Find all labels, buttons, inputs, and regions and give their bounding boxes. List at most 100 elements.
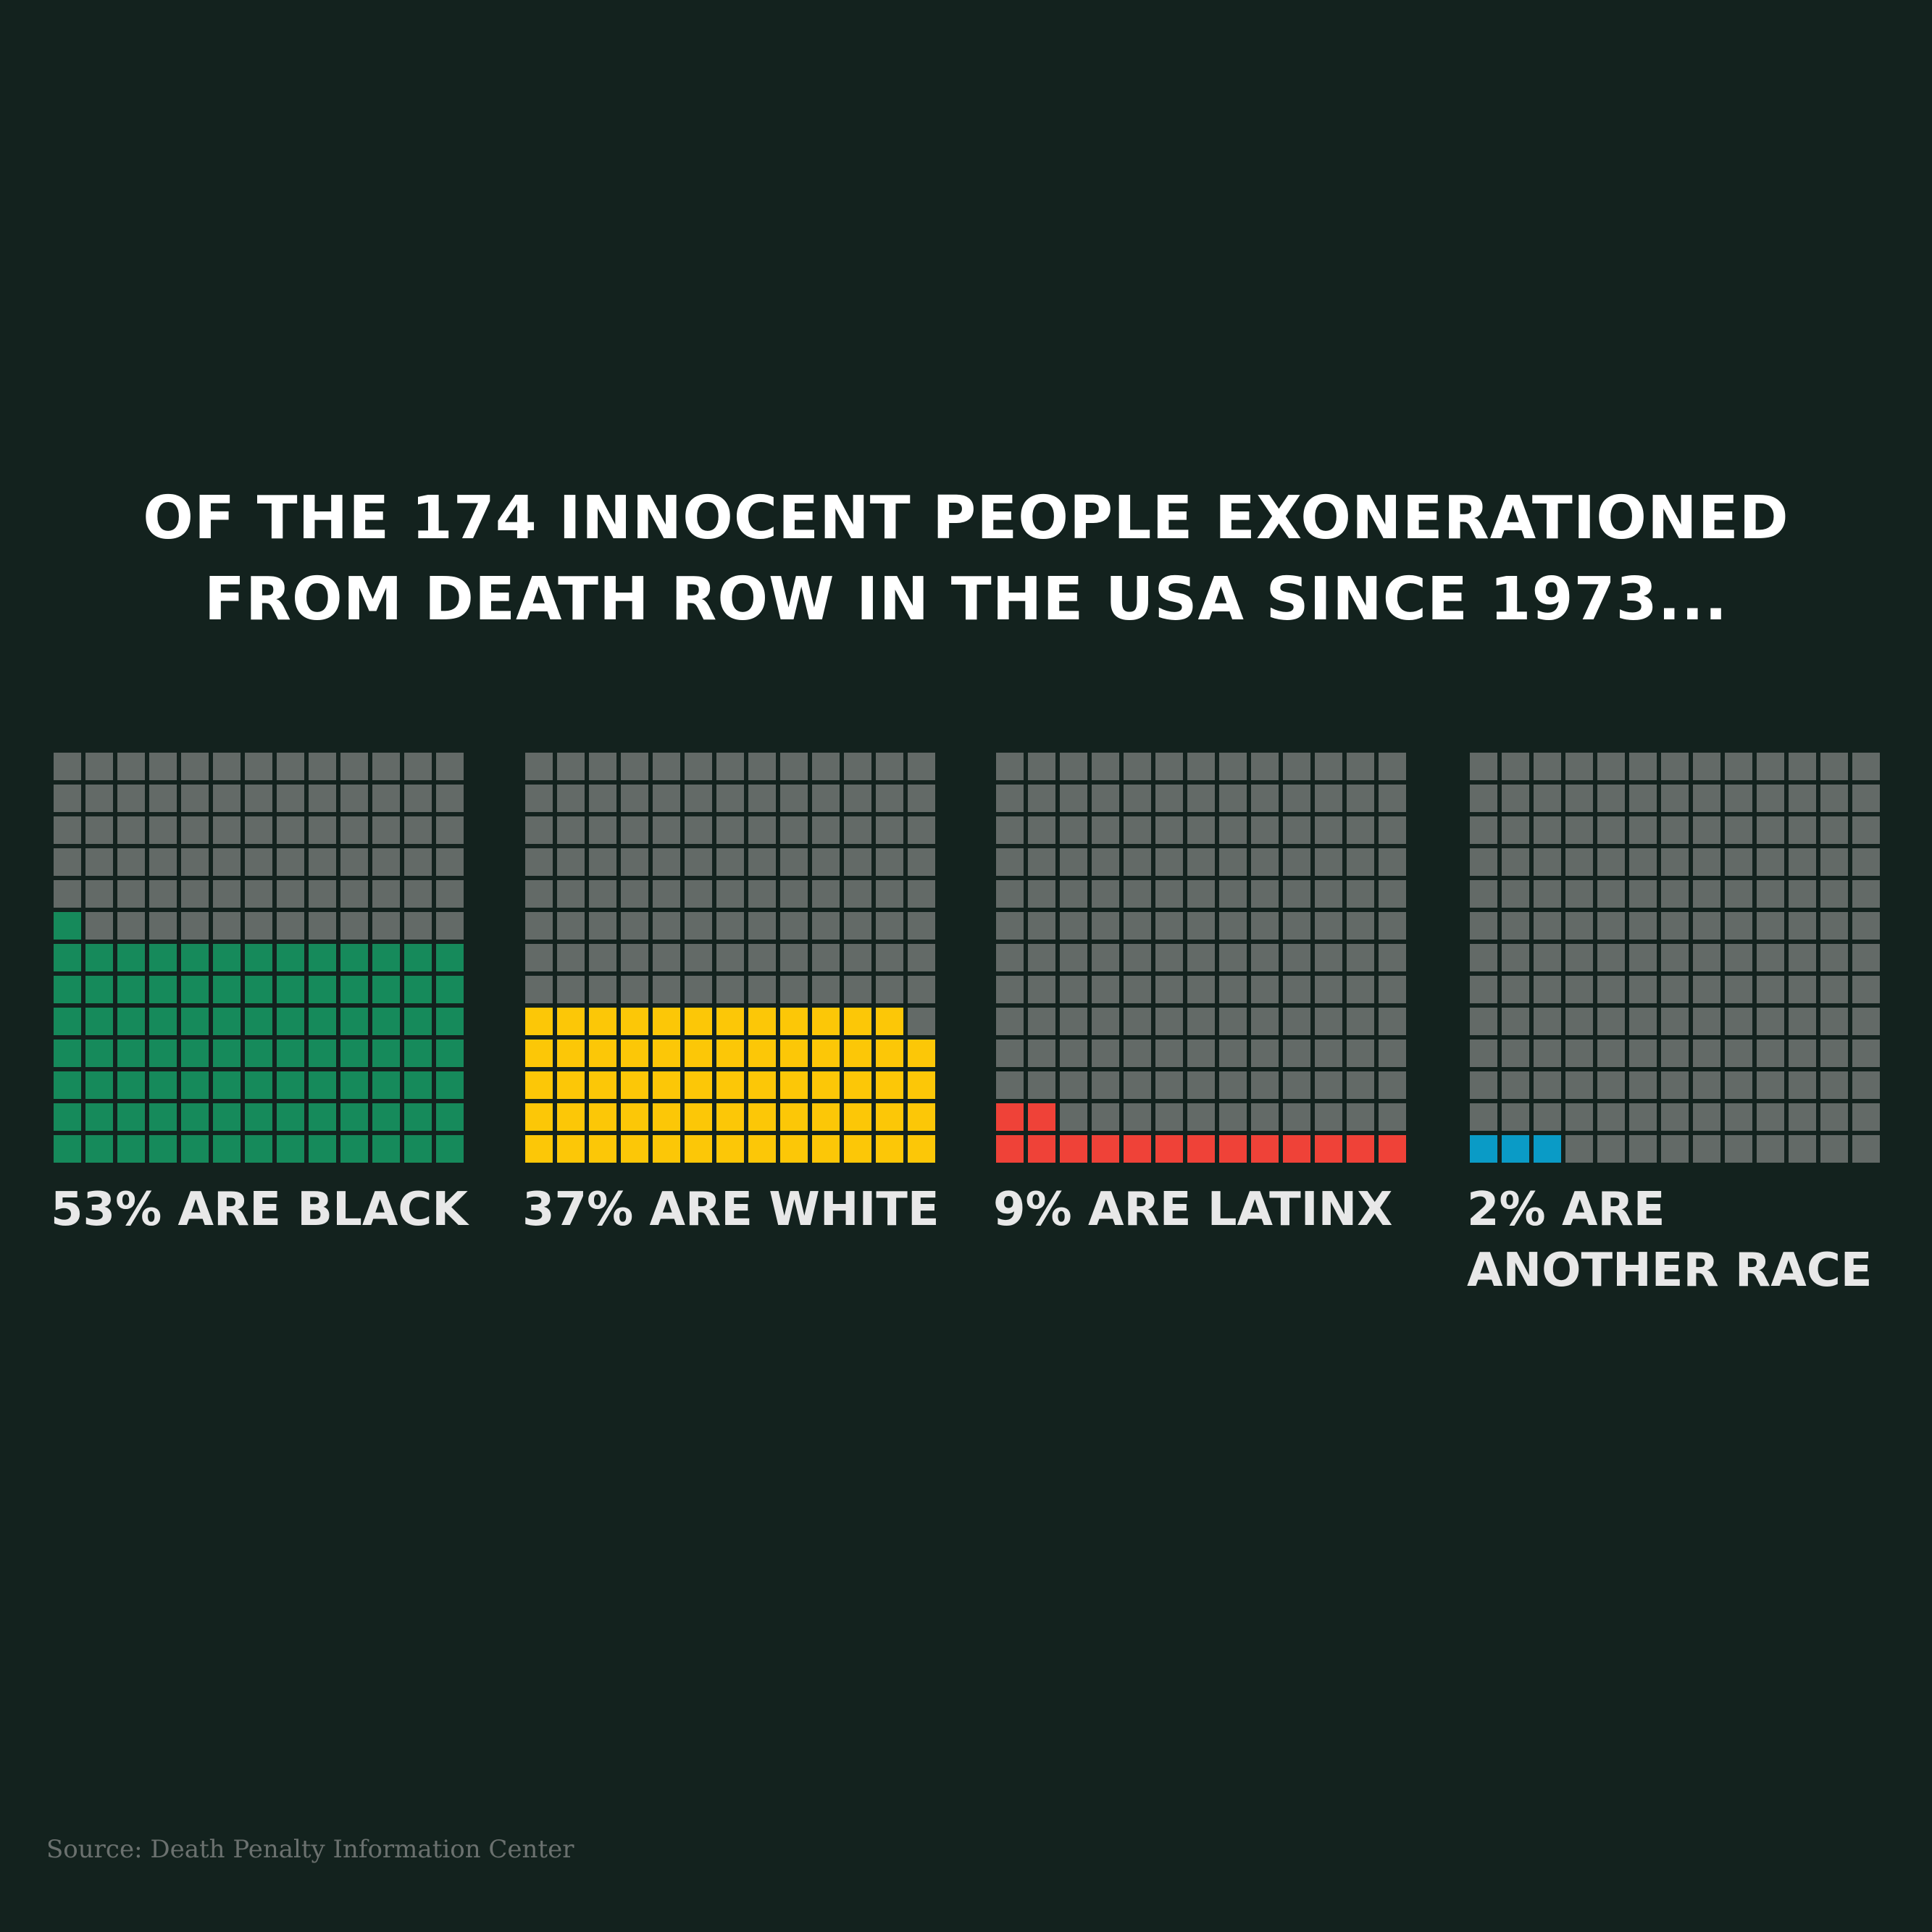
waffle-square-empty bbox=[1347, 848, 1374, 876]
waffle-square-empty bbox=[525, 912, 553, 940]
waffle-square-empty bbox=[1315, 1008, 1342, 1035]
waffle-square-empty bbox=[996, 848, 1024, 876]
waffle-square-empty bbox=[1470, 848, 1497, 876]
waffle-square-empty bbox=[1629, 816, 1657, 844]
waffle-square-filled bbox=[436, 1040, 464, 1067]
waffle-square-empty bbox=[1028, 785, 1055, 812]
waffle-square-empty bbox=[1629, 1008, 1657, 1035]
waffle-square-empty bbox=[1661, 1071, 1689, 1099]
waffle-square-empty bbox=[621, 753, 648, 780]
waffle-square-filled bbox=[1124, 1135, 1151, 1163]
waffle-square-empty bbox=[1470, 753, 1497, 780]
waffle-square-empty bbox=[1470, 1103, 1497, 1131]
waffle-square-empty bbox=[340, 880, 368, 908]
waffle-square-filled bbox=[436, 1008, 464, 1035]
waffle-square-empty bbox=[1219, 1008, 1247, 1035]
waffle-square-empty bbox=[181, 880, 209, 908]
waffle-square-empty bbox=[1124, 1071, 1151, 1099]
waffle-square-empty bbox=[685, 848, 712, 876]
waffle-square-empty bbox=[1379, 816, 1406, 844]
waffle-square-filled bbox=[685, 1008, 712, 1035]
waffle-square-empty bbox=[1315, 1071, 1342, 1099]
waffle-square-empty bbox=[1565, 1103, 1593, 1131]
waffle-square-filled bbox=[149, 1071, 177, 1099]
waffle-square-empty bbox=[1187, 1103, 1215, 1131]
waffle-square-empty bbox=[589, 816, 616, 844]
waffle-square-empty bbox=[780, 785, 808, 812]
waffle-square-empty bbox=[716, 976, 744, 1003]
waffle-square-empty bbox=[1757, 753, 1784, 780]
waffle-square-filled bbox=[1219, 1135, 1247, 1163]
waffle-square-empty bbox=[844, 944, 871, 971]
waffle-square-filled bbox=[181, 1071, 209, 1099]
waffle-square-filled bbox=[85, 1040, 113, 1067]
waffle-square-empty bbox=[1470, 1040, 1497, 1067]
waffle-square-empty bbox=[181, 753, 209, 780]
waffle-square-empty bbox=[653, 785, 680, 812]
waffle-square-empty bbox=[812, 753, 840, 780]
waffle-square-empty bbox=[1725, 976, 1752, 1003]
waffle-square-empty bbox=[1693, 753, 1720, 780]
waffle-square-empty bbox=[557, 944, 585, 971]
waffle-square-empty bbox=[1283, 1040, 1310, 1067]
waffle-square-empty bbox=[1502, 976, 1529, 1003]
waffle-square-empty bbox=[1534, 816, 1561, 844]
waffle-square-empty bbox=[1565, 816, 1593, 844]
waffle-square-empty bbox=[54, 753, 81, 780]
waffle-square-empty bbox=[1219, 1103, 1247, 1131]
waffle-square-empty bbox=[436, 785, 464, 812]
waffle-square-empty bbox=[1820, 785, 1848, 812]
waffle-square-filled bbox=[309, 1040, 336, 1067]
waffle-square-empty bbox=[117, 753, 145, 780]
waffle-square-empty bbox=[525, 848, 553, 876]
waffle-square-empty bbox=[557, 816, 585, 844]
waffle-square-empty bbox=[1379, 880, 1406, 908]
waffle-square-filled bbox=[404, 944, 432, 971]
waffle-square-empty bbox=[1534, 880, 1561, 908]
waffle-square-empty bbox=[908, 1008, 935, 1035]
waffle-square-empty bbox=[1092, 880, 1119, 908]
waffle-square-empty bbox=[1565, 785, 1593, 812]
waffle-square-filled bbox=[653, 1071, 680, 1099]
waffle-square-empty bbox=[1757, 1135, 1784, 1163]
waffle-square-filled bbox=[1028, 1135, 1055, 1163]
waffle-square-empty bbox=[1124, 880, 1151, 908]
waffle-square-empty bbox=[1028, 976, 1055, 1003]
waffle-square-empty bbox=[876, 912, 903, 940]
waffle-square-filled bbox=[277, 1135, 304, 1163]
waffle-square-empty bbox=[404, 785, 432, 812]
waffle-square-empty bbox=[1187, 944, 1215, 971]
waffle-square-empty bbox=[748, 753, 776, 780]
waffle-square-empty bbox=[780, 848, 808, 876]
waffle-square-empty bbox=[1725, 912, 1752, 940]
waffle-square-filled bbox=[780, 1040, 808, 1067]
waffle-square-empty bbox=[1565, 848, 1593, 876]
waffle-square-empty bbox=[1379, 1008, 1406, 1035]
waffle-square-filled bbox=[1470, 1135, 1497, 1163]
waffle-square-filled bbox=[213, 1135, 241, 1163]
waffle-square-empty bbox=[1028, 880, 1055, 908]
source-note: Source: Death Penalty Information Center bbox=[46, 1835, 574, 1864]
waffle-square-empty bbox=[1187, 912, 1215, 940]
waffle-square-empty bbox=[716, 848, 744, 876]
waffle-square-empty bbox=[685, 753, 712, 780]
waffle-square-empty bbox=[685, 880, 712, 908]
waffle-square-empty bbox=[1725, 944, 1752, 971]
waffle-square-empty bbox=[1565, 753, 1593, 780]
waffle-square-filled bbox=[117, 976, 145, 1003]
waffle-square-empty bbox=[1315, 976, 1342, 1003]
waffle-square-filled bbox=[404, 1071, 432, 1099]
waffle-square-empty bbox=[1502, 753, 1529, 780]
waffle-square-filled bbox=[557, 1040, 585, 1067]
waffle-square-empty bbox=[1629, 848, 1657, 876]
waffle-square-empty bbox=[589, 912, 616, 940]
waffle-square-empty bbox=[1124, 1008, 1151, 1035]
waffle-square-filled bbox=[372, 1071, 400, 1099]
waffle-square-empty bbox=[716, 880, 744, 908]
waffle-square-filled bbox=[181, 1008, 209, 1035]
waffle-square-filled bbox=[876, 1135, 903, 1163]
waffle-square-empty bbox=[1251, 1040, 1279, 1067]
waffle-square-empty bbox=[1661, 848, 1689, 876]
waffle-square-empty bbox=[1187, 1071, 1215, 1099]
waffle-square-empty bbox=[1092, 1040, 1119, 1067]
